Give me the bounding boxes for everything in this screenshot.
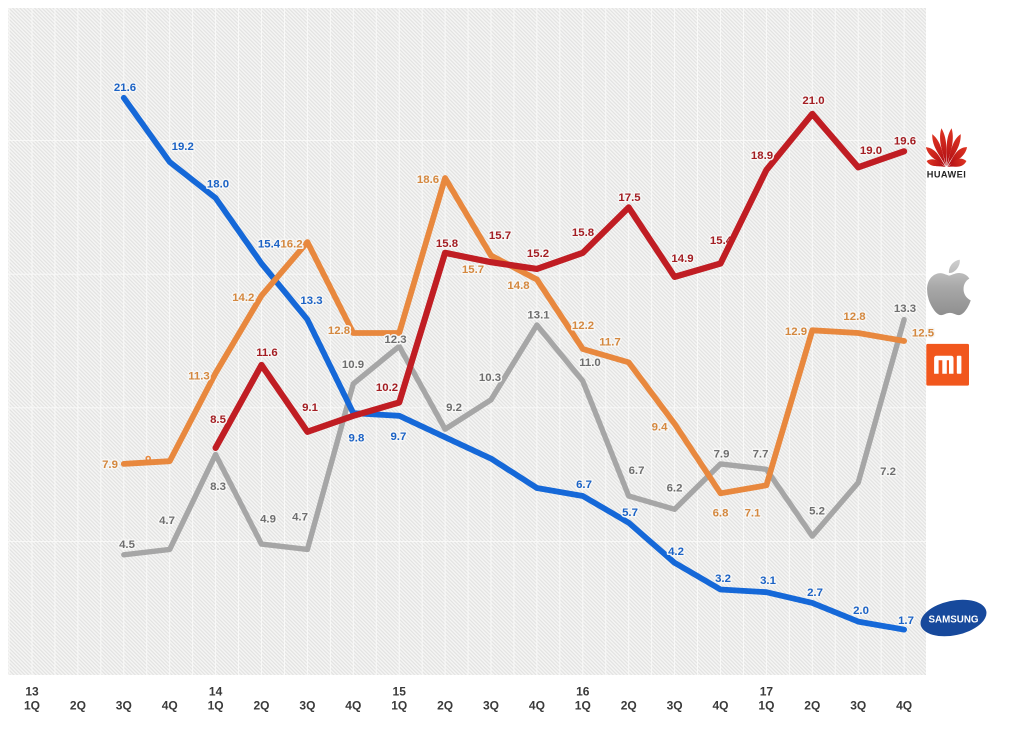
svg-text:21.6: 21.6 xyxy=(114,82,136,94)
svg-text:19.2: 19.2 xyxy=(172,141,194,153)
svg-text:1.7: 1.7 xyxy=(898,615,914,627)
svg-text:11.7: 11.7 xyxy=(599,337,621,349)
svg-text:14.8: 14.8 xyxy=(507,280,529,292)
svg-text:9.1: 9.1 xyxy=(302,402,318,414)
svg-text:10.3: 10.3 xyxy=(479,372,501,384)
svg-text:3Q: 3Q xyxy=(116,699,132,713)
svg-text:2Q: 2Q xyxy=(253,699,269,713)
svg-text:4Q: 4Q xyxy=(529,699,545,713)
svg-text:1Q: 1Q xyxy=(24,699,40,713)
svg-text:15.2: 15.2 xyxy=(527,248,549,260)
svg-text:6.7: 6.7 xyxy=(629,465,645,477)
svg-text:12.8: 12.8 xyxy=(843,311,865,323)
svg-text:18.9: 18.9 xyxy=(751,150,773,162)
svg-text:4Q: 4Q xyxy=(896,699,912,713)
svg-text:1Q: 1Q xyxy=(758,699,774,713)
svg-text:10.9: 10.9 xyxy=(342,359,364,371)
svg-text:2.7: 2.7 xyxy=(807,587,823,599)
svg-text:1Q: 1Q xyxy=(391,699,407,713)
svg-text:11.3: 11.3 xyxy=(188,371,210,383)
svg-text:15.7: 15.7 xyxy=(462,264,484,276)
svg-text:21.0: 21.0 xyxy=(802,95,824,107)
svg-text:2Q: 2Q xyxy=(70,699,86,713)
svg-text:12.5: 12.5 xyxy=(912,328,935,340)
svg-text:4.7: 4.7 xyxy=(159,515,175,527)
svg-text:3Q: 3Q xyxy=(299,699,315,713)
svg-text:12.3: 12.3 xyxy=(384,334,406,346)
svg-text:7.1: 7.1 xyxy=(745,508,761,520)
svg-text:18.6: 18.6 xyxy=(417,174,439,186)
svg-text:HUAWEI: HUAWEI xyxy=(927,170,966,180)
svg-text:17: 17 xyxy=(760,685,774,699)
svg-text:8.5: 8.5 xyxy=(210,414,226,426)
svg-text:8.3: 8.3 xyxy=(210,481,226,493)
svg-text:14: 14 xyxy=(209,685,223,699)
svg-text:1Q: 1Q xyxy=(575,699,591,713)
svg-text:3Q: 3Q xyxy=(483,699,499,713)
svg-text:15.4: 15.4 xyxy=(258,239,281,251)
svg-text:3.2: 3.2 xyxy=(715,573,731,585)
svg-text:5.7: 5.7 xyxy=(622,507,638,519)
svg-text:SAMSUNG: SAMSUNG xyxy=(929,613,979,625)
svg-text:6.2: 6.2 xyxy=(667,483,683,495)
svg-text:13.3: 13.3 xyxy=(300,295,322,307)
svg-text:4.9: 4.9 xyxy=(260,514,276,526)
svg-text:4.7: 4.7 xyxy=(292,512,308,524)
svg-text:4Q: 4Q xyxy=(162,699,178,713)
svg-text:14.2: 14.2 xyxy=(232,292,254,304)
svg-text:12.2: 12.2 xyxy=(572,320,594,332)
svg-text:2Q: 2Q xyxy=(621,699,637,713)
svg-text:10.2: 10.2 xyxy=(376,382,398,394)
svg-text:9.2: 9.2 xyxy=(446,402,462,414)
svg-text:13.1: 13.1 xyxy=(527,310,550,322)
svg-text:9.7: 9.7 xyxy=(390,431,406,443)
svg-text:2Q: 2Q xyxy=(437,699,453,713)
svg-text:1Q: 1Q xyxy=(208,699,224,713)
svg-text:5.2: 5.2 xyxy=(809,506,825,518)
svg-text:4Q: 4Q xyxy=(712,699,728,713)
svg-text:6.8: 6.8 xyxy=(713,508,729,520)
svg-text:4.5: 4.5 xyxy=(119,539,135,551)
svg-text:17.5: 17.5 xyxy=(618,192,641,204)
svg-text:11.6: 11.6 xyxy=(256,347,278,359)
svg-text:6.7: 6.7 xyxy=(576,479,592,491)
svg-text:7.9: 7.9 xyxy=(102,459,118,471)
svg-text:4Q: 4Q xyxy=(345,699,361,713)
svg-text:9.4: 9.4 xyxy=(652,422,668,434)
svg-text:3.1: 3.1 xyxy=(760,575,776,587)
svg-text:15: 15 xyxy=(393,685,407,699)
svg-text:9.8: 9.8 xyxy=(348,433,364,445)
svg-text:7.7: 7.7 xyxy=(753,449,769,461)
svg-text:18.0: 18.0 xyxy=(207,179,229,191)
svg-text:7.2: 7.2 xyxy=(880,466,896,478)
svg-text:3Q: 3Q xyxy=(667,699,683,713)
svg-text:2Q: 2Q xyxy=(804,699,820,713)
svg-text:19.6: 19.6 xyxy=(894,136,916,148)
svg-text:14.9: 14.9 xyxy=(671,253,693,265)
svg-text:7.9: 7.9 xyxy=(714,449,730,461)
svg-text:4.2: 4.2 xyxy=(668,546,684,558)
svg-text:13.3: 13.3 xyxy=(894,303,916,315)
svg-text:3Q: 3Q xyxy=(850,699,866,713)
svg-text:15.8: 15.8 xyxy=(572,227,594,239)
svg-text:15.8: 15.8 xyxy=(436,238,458,250)
svg-text:12.8: 12.8 xyxy=(328,325,350,337)
svg-text:16.2: 16.2 xyxy=(280,239,302,251)
svg-text:12.9: 12.9 xyxy=(785,326,807,338)
svg-text:13: 13 xyxy=(25,685,39,699)
svg-text:19.0: 19.0 xyxy=(860,145,882,157)
svg-text:2.0: 2.0 xyxy=(853,605,869,617)
svg-text:15.7: 15.7 xyxy=(489,230,511,242)
svg-text:16: 16 xyxy=(576,685,590,699)
svg-text:11.0: 11.0 xyxy=(579,357,601,369)
